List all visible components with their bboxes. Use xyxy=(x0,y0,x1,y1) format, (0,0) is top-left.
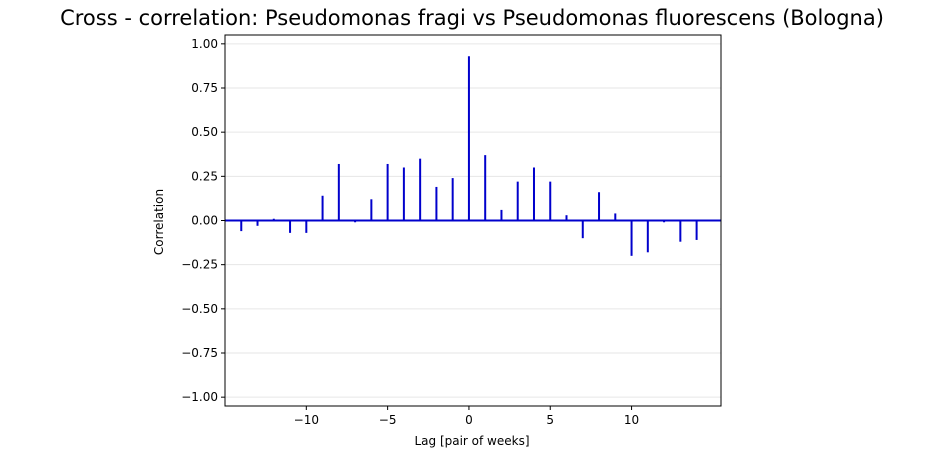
y-tick-label: 0.25 xyxy=(191,169,218,183)
y-tick-label: 0.00 xyxy=(191,214,218,228)
y-axis: −1.00 −0.75 −0.50 −0.25 0.00 0.25 0.50 0.75 1.00 xyxy=(181,37,225,404)
y-tick-label: 0.50 xyxy=(191,125,218,139)
x-axis-label: Lag [pair of weeks] xyxy=(414,434,529,448)
x-tick-label: 5 xyxy=(546,413,554,427)
x-tick-label: 0 xyxy=(465,413,473,427)
y-tick-label: 1.00 xyxy=(191,37,218,51)
x-tick-label: 10 xyxy=(624,413,639,427)
y-tick-label: −0.75 xyxy=(181,346,218,360)
y-tick-label: −0.50 xyxy=(181,302,218,316)
y-axis-label: Correlation xyxy=(152,189,166,255)
chart-title: Cross - correlation: Pseudomonas fragi v… xyxy=(60,6,884,30)
x-axis: −10 −5 0 5 10 xyxy=(294,406,639,427)
x-tick-label: −10 xyxy=(294,413,319,427)
y-tick-label: −1.00 xyxy=(181,390,218,404)
y-tick-label: −0.25 xyxy=(181,258,218,272)
y-tick-label: 0.75 xyxy=(191,81,218,95)
x-tick-label: −5 xyxy=(379,413,397,427)
bars xyxy=(240,56,698,256)
